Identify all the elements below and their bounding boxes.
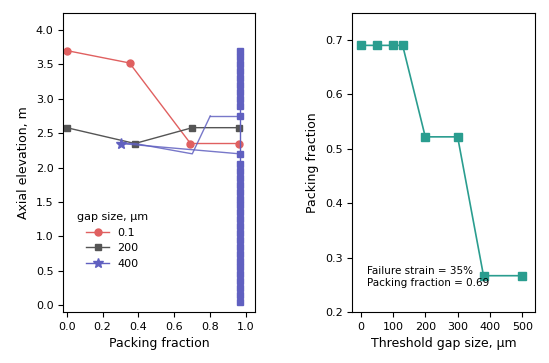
Y-axis label: Packing fraction: Packing fraction [306,112,320,213]
Text: Failure strain = 35%
Packing fraction = 0.69: Failure strain = 35% Packing fraction = … [367,266,489,287]
Y-axis label: Axial elevation, m: Axial elevation, m [17,106,30,219]
X-axis label: Packing fraction: Packing fraction [109,338,209,350]
Legend: 0.1, 200, 400: 0.1, 200, 400 [72,208,153,273]
X-axis label: Threshold gap size, μm: Threshold gap size, μm [371,338,517,350]
